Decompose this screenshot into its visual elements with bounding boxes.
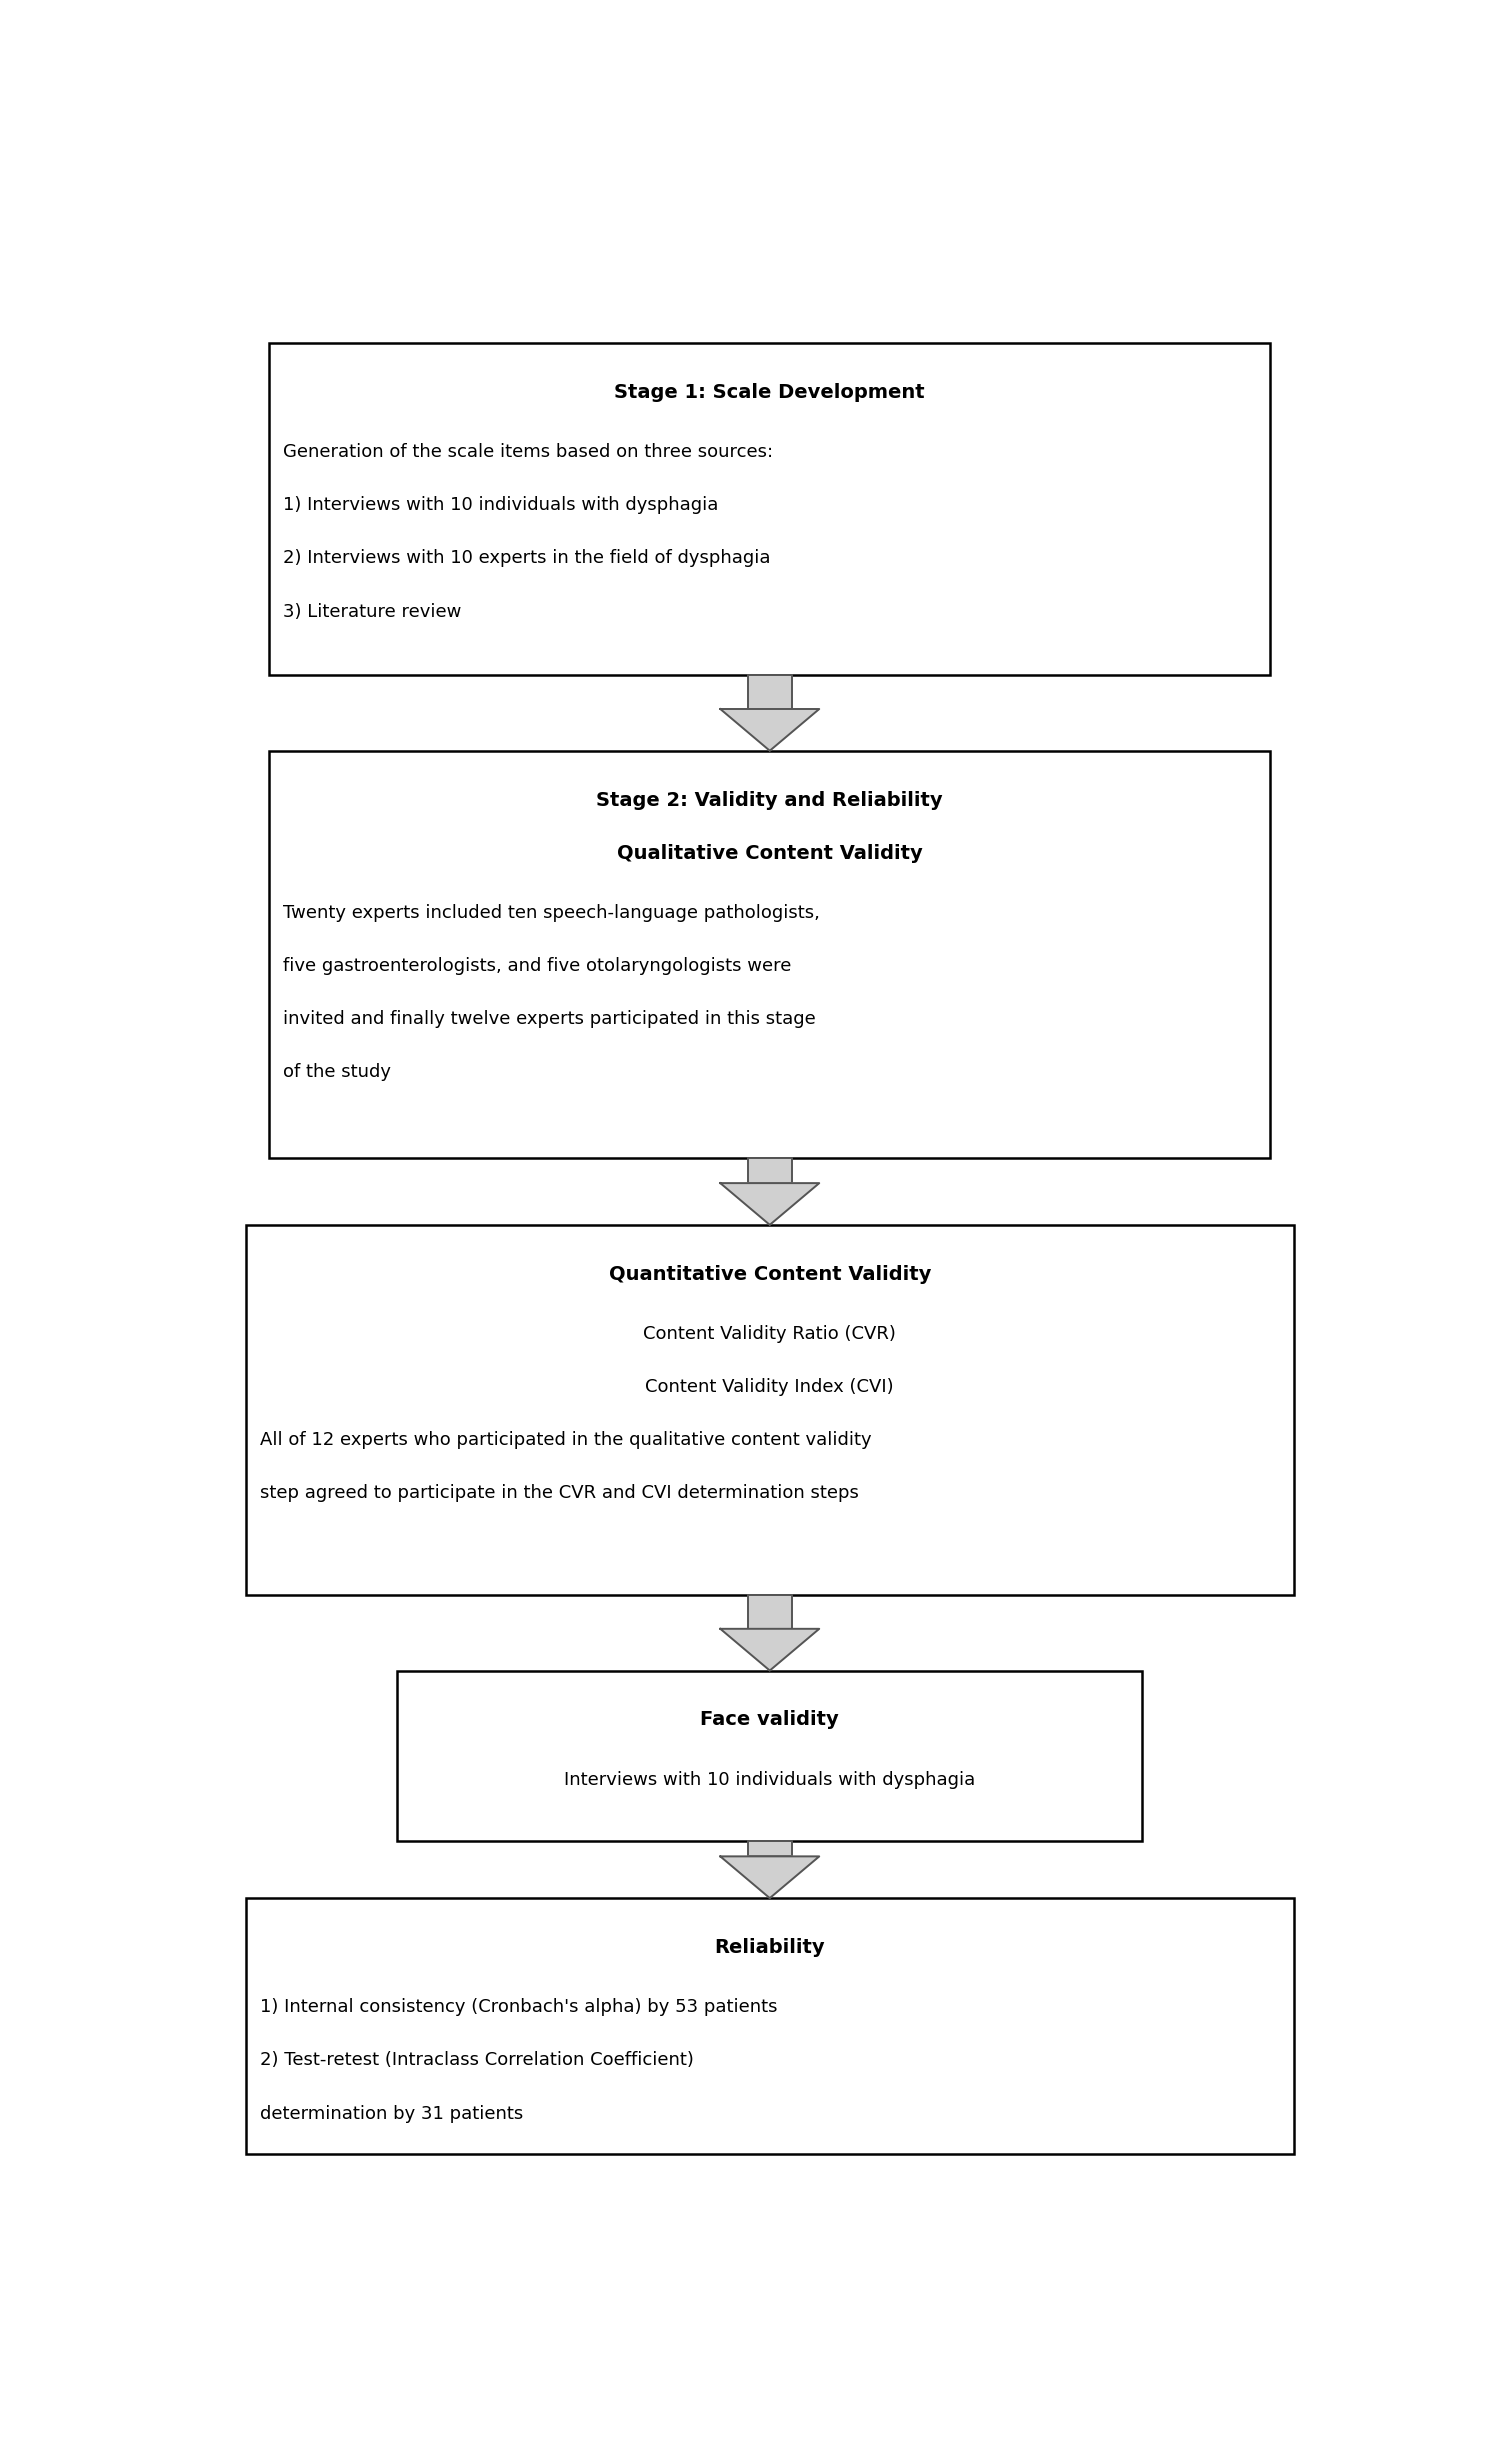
Text: Stage 1: Scale Development: Stage 1: Scale Development — [614, 382, 925, 401]
Text: Stage 2: Validity and Reliability: Stage 2: Validity and Reliability — [596, 791, 943, 810]
Text: Twenty experts included ten speech-language pathologists,: Twenty experts included ten speech-langu… — [284, 904, 820, 921]
Text: five gastroenterologists, and five otolaryngologists were: five gastroenterologists, and five otola… — [284, 958, 792, 975]
Text: Interviews with 10 individuals with dysphagia: Interviews with 10 individuals with dysp… — [565, 1771, 975, 1788]
FancyBboxPatch shape — [269, 751, 1271, 1158]
Text: invited and finally twelve experts participated in this stage: invited and finally twelve experts parti… — [284, 1010, 816, 1027]
Text: determination by 31 patients: determination by 31 patients — [260, 2103, 523, 2123]
Text: Face validity: Face validity — [700, 1709, 840, 1729]
Polygon shape — [721, 709, 819, 751]
Text: step agreed to participate in the CVR and CVI determination steps: step agreed to participate in the CVR an… — [260, 1485, 859, 1502]
FancyBboxPatch shape — [269, 342, 1271, 675]
Text: 3) Literature review: 3) Literature review — [284, 603, 461, 621]
Text: Content Validity Ratio (CVR): Content Validity Ratio (CVR) — [643, 1325, 897, 1342]
Bar — [748, 1594, 792, 1628]
Text: 1) Interviews with 10 individuals with dysphagia: 1) Interviews with 10 individuals with d… — [284, 498, 718, 515]
Bar — [748, 1842, 792, 1857]
Text: Content Validity Index (CVI): Content Validity Index (CVI) — [646, 1379, 894, 1397]
Bar — [748, 675, 792, 709]
Text: Quantitative Content Validity: Quantitative Content Validity — [608, 1264, 931, 1283]
Text: 2) Test-retest (Intraclass Correlation Coefficient): 2) Test-retest (Intraclass Correlation C… — [260, 2052, 694, 2069]
Polygon shape — [721, 1628, 819, 1670]
Text: Qualitative Content Validity: Qualitative Content Validity — [617, 845, 922, 862]
Polygon shape — [721, 1182, 819, 1224]
FancyBboxPatch shape — [246, 1224, 1293, 1594]
Text: Reliability: Reliability — [715, 1938, 825, 1958]
Text: of the study: of the study — [284, 1064, 391, 1081]
Bar — [748, 1158, 792, 1182]
Polygon shape — [721, 1857, 819, 1899]
Text: 2) Interviews with 10 experts in the field of dysphagia: 2) Interviews with 10 experts in the fie… — [284, 549, 771, 566]
FancyBboxPatch shape — [246, 1899, 1293, 2155]
FancyBboxPatch shape — [397, 1670, 1143, 1842]
Text: 1) Internal consistency (Cronbach's alpha) by 53 patients: 1) Internal consistency (Cronbach's alph… — [260, 1997, 778, 2017]
Text: Generation of the scale items based on three sources:: Generation of the scale items based on t… — [284, 443, 774, 461]
Text: All of 12 experts who participated in the qualitative content validity: All of 12 experts who participated in th… — [260, 1431, 871, 1448]
